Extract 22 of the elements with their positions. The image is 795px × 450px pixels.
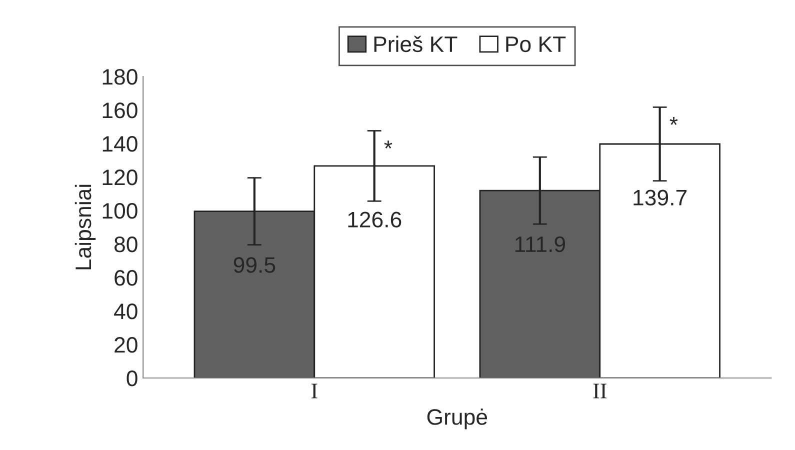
legend-label: Po KT — [506, 36, 566, 52]
x-axis-title: Grupė — [427, 408, 488, 430]
y-tick-label: 100 — [102, 203, 138, 219]
y-tick-label: 120 — [102, 170, 138, 186]
legend-label: Prieš KT — [374, 36, 458, 52]
data-label: 99.5 — [234, 257, 276, 273]
y-tick-label: 180 — [102, 69, 138, 85]
y-axis-title: Laipsniai — [74, 184, 96, 270]
y-tick-label: 80 — [114, 236, 138, 252]
x-tick-label: I — [311, 384, 318, 398]
annotation: * — [384, 140, 392, 148]
data-label: 139.7 — [634, 190, 687, 206]
data-label: 126.6 — [348, 212, 402, 228]
y-tick-label: 20 — [114, 337, 138, 353]
x-tick-label: II — [593, 384, 606, 398]
y-tick-label: 60 — [114, 270, 138, 286]
annotation: * — [670, 117, 678, 125]
y-tick-label: 40 — [114, 304, 138, 320]
y-tick-label: 0 — [126, 370, 138, 386]
y-tick-label: 140 — [102, 136, 138, 152]
y-tick-label: 160 — [102, 102, 138, 118]
data-label: 111.9 — [515, 236, 566, 252]
